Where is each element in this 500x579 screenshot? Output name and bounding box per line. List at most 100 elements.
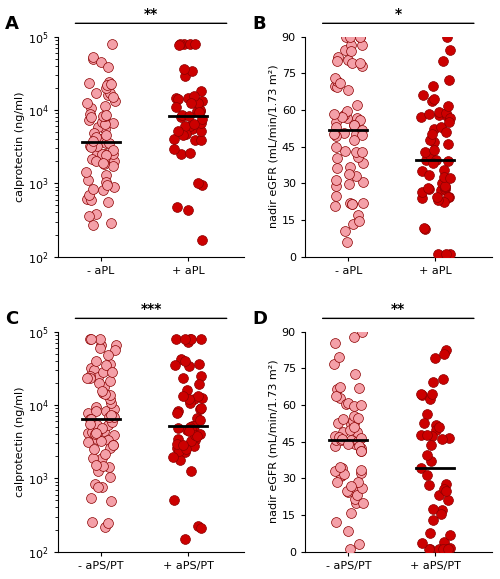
Point: [196, 126, 204, 135]
Point: [184, 338, 192, 347]
Point: [332, 176, 340, 185]
Point: [429, 515, 437, 525]
Point: [358, 484, 366, 493]
Point: [183, 426, 191, 435]
Point: [172, 93, 180, 102]
Point: [425, 545, 433, 554]
Point: [347, 508, 355, 517]
Point: [434, 108, 442, 117]
Point: [354, 436, 362, 445]
Point: [356, 433, 364, 442]
Point: [180, 64, 188, 74]
Point: [426, 528, 434, 537]
Point: [195, 360, 203, 369]
Point: [358, 41, 366, 50]
Point: [434, 110, 442, 119]
Point: [442, 545, 450, 554]
Point: [109, 162, 117, 171]
Point: [436, 185, 444, 195]
Point: [344, 106, 351, 115]
Point: [330, 431, 338, 440]
Point: [92, 435, 100, 444]
Point: [347, 419, 355, 428]
Point: [187, 424, 195, 433]
Point: [104, 63, 112, 72]
Point: [198, 114, 206, 123]
Point: [109, 146, 117, 155]
Point: [418, 90, 426, 100]
Point: [424, 409, 432, 419]
Point: [87, 142, 95, 151]
Point: [350, 419, 358, 428]
Point: [109, 92, 117, 101]
Point: [348, 199, 356, 208]
Point: [194, 178, 202, 187]
Point: [96, 343, 104, 352]
Point: [105, 138, 113, 148]
Point: [112, 340, 120, 349]
Point: [332, 132, 340, 141]
Point: [173, 439, 181, 448]
Point: [186, 149, 194, 158]
Point: [420, 223, 428, 233]
Point: [349, 416, 357, 426]
Point: [345, 169, 353, 178]
Point: [196, 416, 204, 425]
Point: [101, 101, 109, 111]
Point: [331, 441, 339, 450]
Point: [88, 518, 96, 527]
Point: [428, 97, 436, 106]
Point: [92, 142, 100, 151]
Point: [348, 58, 356, 67]
Point: [195, 108, 203, 117]
Point: [444, 192, 452, 201]
Point: [424, 184, 432, 193]
Point: [430, 124, 438, 134]
Point: [191, 430, 199, 439]
Point: [418, 166, 426, 175]
Point: [352, 129, 360, 138]
Point: [344, 56, 352, 65]
Point: [334, 419, 342, 428]
Point: [172, 102, 180, 111]
Point: [188, 421, 196, 430]
Point: [430, 354, 438, 363]
Point: [110, 412, 118, 422]
Point: [331, 74, 339, 83]
Point: [352, 171, 360, 181]
Point: [446, 250, 454, 259]
Point: [179, 391, 187, 400]
Point: [190, 422, 198, 431]
Point: [106, 444, 114, 453]
Point: [104, 519, 112, 528]
Point: [426, 135, 434, 145]
Point: [332, 123, 340, 132]
Point: [181, 356, 189, 365]
Point: [111, 345, 119, 354]
Point: [429, 81, 437, 90]
Point: [102, 83, 110, 92]
Point: [109, 411, 117, 420]
Point: [435, 545, 443, 554]
Point: [356, 32, 364, 41]
Point: [442, 108, 450, 117]
Point: [344, 439, 351, 449]
Point: [100, 449, 108, 459]
Point: [90, 444, 98, 453]
Point: [444, 156, 452, 165]
Point: [346, 426, 354, 435]
Point: [430, 94, 438, 104]
Point: [186, 39, 194, 48]
Point: [342, 487, 350, 496]
Point: [335, 353, 343, 362]
Point: [354, 152, 362, 162]
Point: [108, 368, 116, 377]
Point: [96, 340, 104, 350]
Point: [442, 487, 450, 496]
Point: [348, 200, 356, 209]
Point: [430, 137, 438, 146]
Point: [104, 435, 112, 445]
Point: [102, 124, 110, 133]
Y-axis label: nadir eGFR (mL/min/1.73 m²): nadir eGFR (mL/min/1.73 m²): [269, 65, 279, 228]
Text: A: A: [6, 14, 19, 32]
